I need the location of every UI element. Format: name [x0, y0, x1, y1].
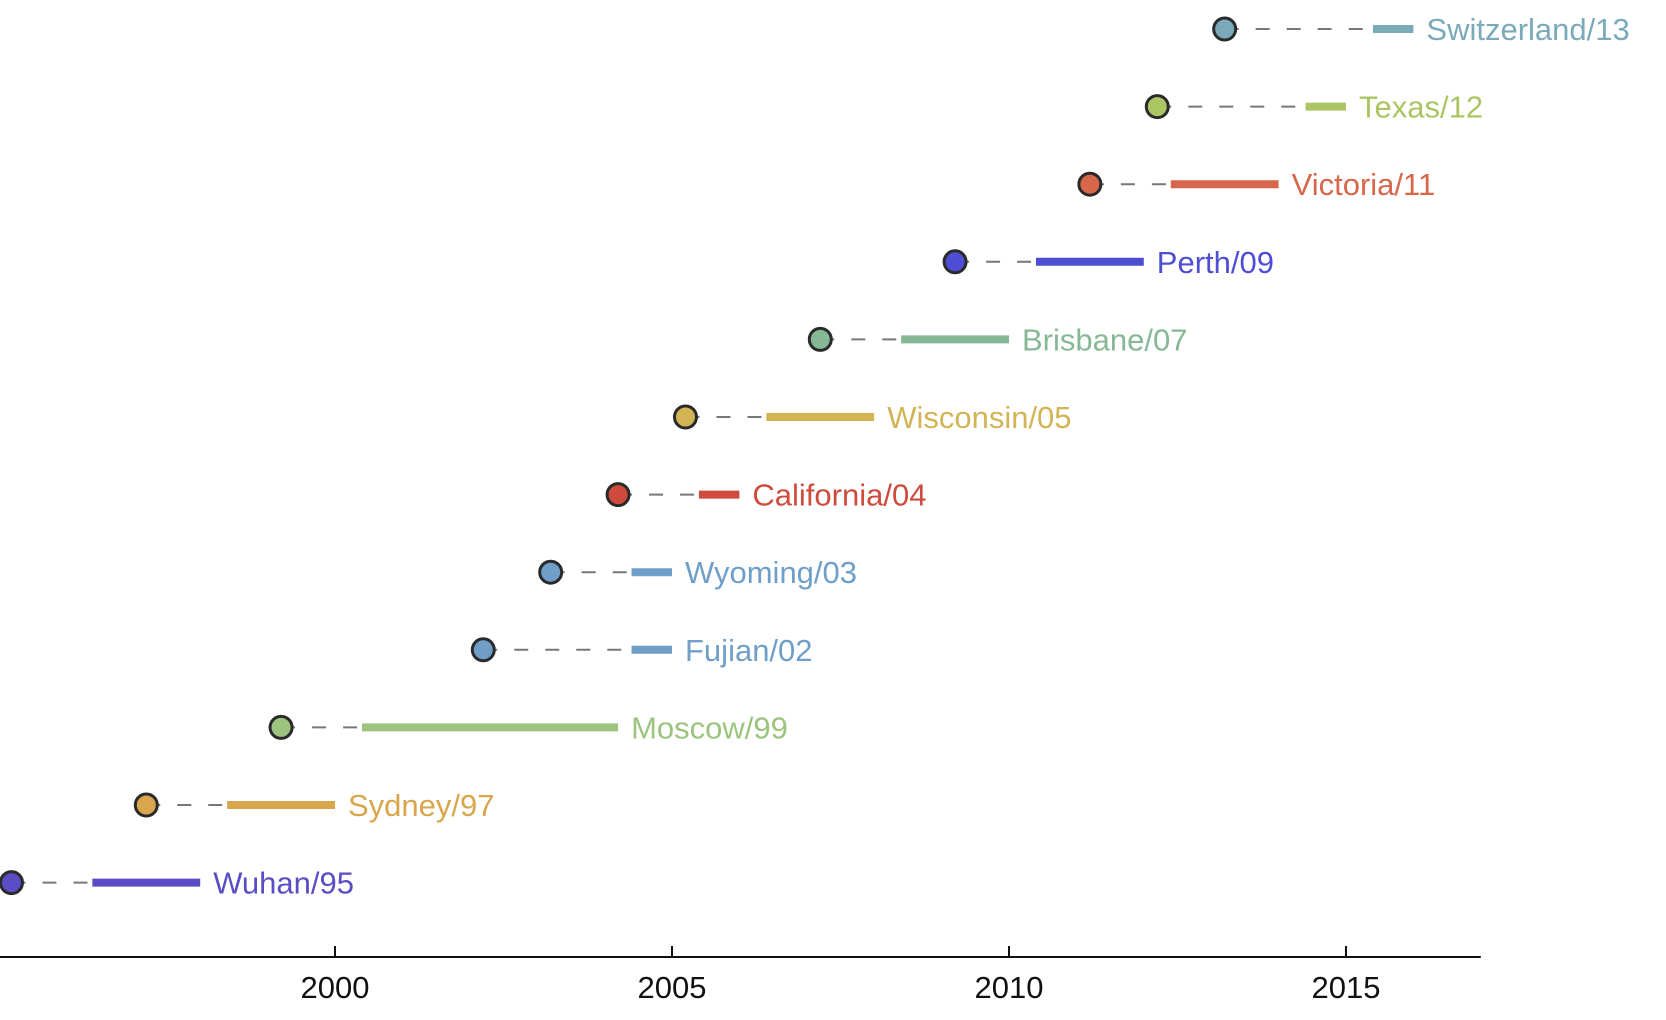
- strain-row: Fujian/02: [470, 633, 813, 668]
- emergence-point: [1144, 94, 1170, 120]
- strain-row: Switzerland/13: [1212, 12, 1630, 47]
- strain-row: Brisbane/07: [807, 322, 1187, 357]
- strain-label: Texas/12: [1359, 90, 1483, 125]
- emergence-point: [0, 870, 24, 896]
- emergence-point: [538, 559, 564, 585]
- strain-row: Moscow/99: [268, 710, 788, 745]
- emergence-point: [807, 326, 833, 352]
- strain-label: Brisbane/07: [1022, 322, 1187, 357]
- strain-label: Victoria/11: [1292, 167, 1436, 202]
- strain-label: Perth/09: [1157, 245, 1274, 280]
- emergence-point: [672, 404, 698, 430]
- strain-row: Texas/12: [1144, 90, 1483, 125]
- emergence-point: [605, 482, 631, 508]
- strain-row: California/04: [605, 478, 926, 513]
- strain-row: Perth/09: [942, 245, 1274, 280]
- strain-label: Fujian/02: [685, 633, 813, 668]
- strain-label: Switzerland/13: [1426, 12, 1629, 47]
- strain-label: Wyoming/03: [685, 555, 857, 590]
- strain-row: Wyoming/03: [538, 555, 857, 590]
- strain-row: Victoria/11: [1077, 167, 1436, 202]
- x-tick-label: 2010: [975, 970, 1044, 1005]
- emergence-point: [268, 714, 294, 740]
- strain-row: Sydney/97: [133, 788, 495, 823]
- strain-row: Wuhan/95: [0, 866, 354, 901]
- strain-label: Wuhan/95: [213, 866, 354, 901]
- x-tick-label: 2015: [1312, 970, 1381, 1005]
- strain-row: Wisconsin/05: [672, 400, 1072, 435]
- strain-label: Sydney/97: [348, 788, 495, 823]
- emergence-point: [1077, 171, 1103, 197]
- timeline-marks: Wuhan/95 Sydney/97 Moscow/99 Fujian/02 Wyomi…: [0, 12, 1630, 901]
- emergence-point: [1212, 16, 1238, 42]
- emergence-point: [942, 249, 968, 275]
- x-tick-label: 2005: [638, 970, 707, 1005]
- strain-label: Wisconsin/05: [887, 400, 1071, 435]
- strain-label: California/04: [752, 478, 926, 513]
- strain-label: Moscow/99: [631, 710, 788, 745]
- emergence-point: [133, 792, 159, 818]
- x-tick-label: 2000: [301, 970, 370, 1005]
- emergence-point: [470, 637, 496, 663]
- x-axis: 2000 2005 2010 2015: [0, 946, 1481, 1005]
